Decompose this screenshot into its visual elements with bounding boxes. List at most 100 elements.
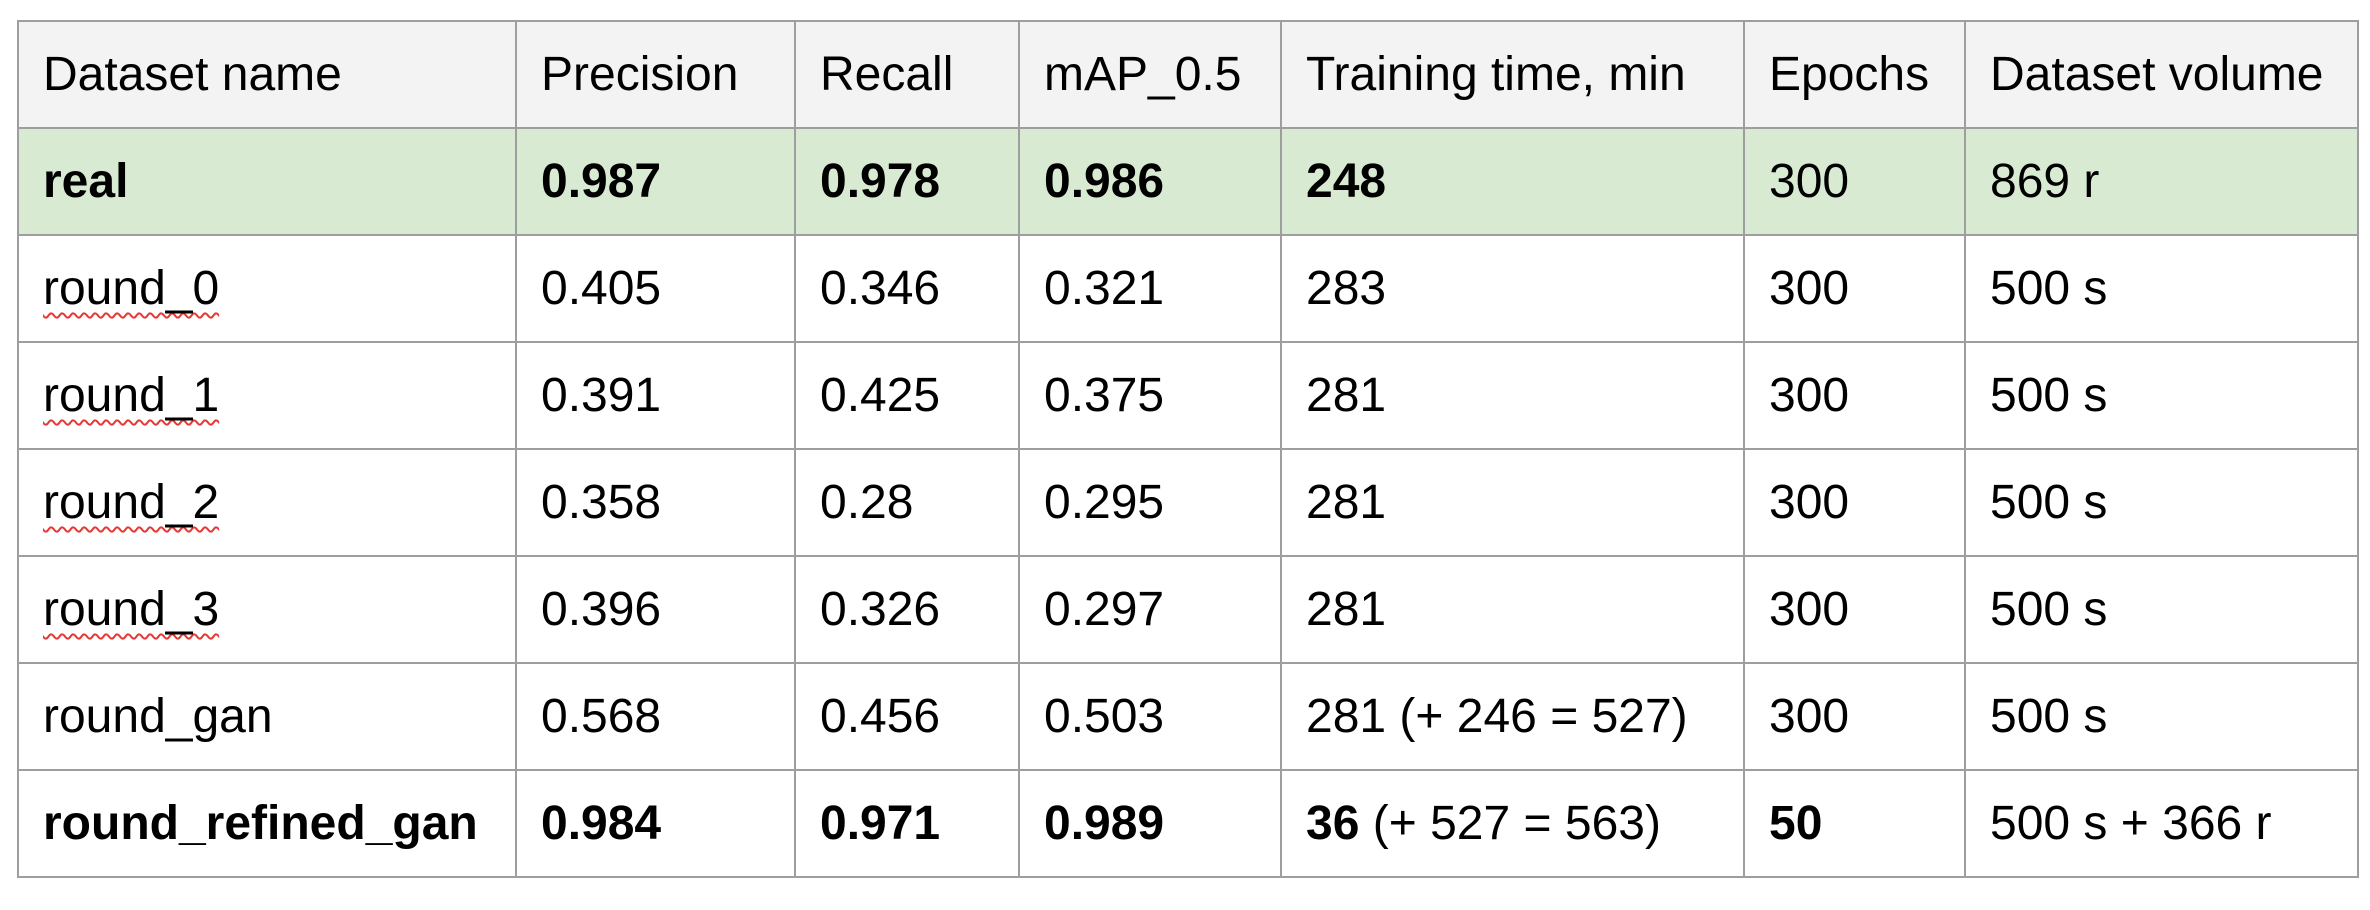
header-dataset-name: Dataset name [17, 20, 517, 129]
cell-dataset-name: real [17, 127, 517, 236]
dataset-name-text: real [43, 155, 129, 208]
cell-map: 0.986 [1018, 127, 1282, 236]
cell-dataset-name: round_refined_gan [17, 769, 517, 878]
cell-dataset-volume: 500 s + 366 r [1964, 769, 2359, 878]
dataset-name-text: round_2 [43, 476, 220, 529]
cell-precision: 0.391 [515, 341, 796, 450]
training-time-value: 281 [1306, 583, 1387, 636]
table-row: real 0.987 0.978 0.986 248 300 869 r [17, 127, 2359, 236]
cell-precision: 0.568 [515, 662, 796, 771]
recall-value: 0.978 [820, 155, 941, 208]
cell-recall: 0.978 [794, 127, 1020, 236]
cell-recall: 0.28 [794, 448, 1020, 557]
dataset-volume-value: 500 s [1990, 476, 2108, 529]
cell-precision: 0.984 [515, 769, 796, 878]
dataset-volume-value: 500 s [1990, 690, 2108, 743]
table-row: round_1 0.391 0.425 0.375 281 300 500 s [17, 341, 2359, 450]
map-value: 0.321 [1044, 262, 1165, 315]
map-value: 0.295 [1044, 476, 1165, 529]
cell-training-time: 281 [1280, 555, 1745, 664]
header-training-time: Training time, min [1280, 20, 1745, 129]
map-value: 0.986 [1044, 155, 1165, 208]
dataset-volume-value: 869 r [1990, 155, 2100, 208]
header-row: Dataset name Precision Recall mAP_0.5 Tr… [17, 20, 2359, 129]
recall-value: 0.28 [820, 476, 914, 529]
epochs-value: 300 [1769, 583, 1850, 636]
cell-training-time: 281 [1280, 448, 1745, 557]
dataset-name-text: round_3 [43, 583, 220, 636]
epochs-value: 300 [1769, 476, 1850, 529]
precision-value: 0.568 [541, 690, 662, 743]
map-value: 0.375 [1044, 369, 1165, 422]
epochs-value: 300 [1769, 369, 1850, 422]
epochs-value: 300 [1769, 690, 1850, 743]
dataset-volume-value: 500 s [1990, 583, 2108, 636]
training-time-value: 281 [1306, 476, 1387, 529]
cell-dataset-volume: 500 s [1964, 341, 2359, 450]
cell-training-time: 248 [1280, 127, 1745, 236]
header-dataset-volume: Dataset volume [1964, 20, 2359, 129]
cell-dataset-name: round_gan [17, 662, 517, 771]
cell-precision: 0.405 [515, 234, 796, 343]
cell-recall: 0.425 [794, 341, 1020, 450]
dataset-name-text: round_refined_gan [43, 797, 478, 850]
precision-value: 0.984 [541, 797, 662, 850]
training-time-value: 248 [1306, 155, 1387, 208]
cell-precision: 0.358 [515, 448, 796, 557]
cell-epochs: 300 [1743, 555, 1966, 664]
training-time-value: 283 [1306, 262, 1387, 315]
cell-dataset-name: round_0 [17, 234, 517, 343]
cell-dataset-volume: 869 r [1964, 127, 2359, 236]
training-time-extra: (+ 527 = 563) [1359, 797, 1661, 850]
precision-value: 0.396 [541, 583, 662, 636]
epochs-value: 300 [1769, 262, 1850, 315]
map-value: 0.297 [1044, 583, 1165, 636]
cell-training-time: 283 [1280, 234, 1745, 343]
dataset-volume-value: 500 s [1990, 262, 2108, 315]
precision-value: 0.391 [541, 369, 662, 422]
map-value: 0.503 [1044, 690, 1165, 743]
precision-value: 0.358 [541, 476, 662, 529]
epochs-value: 300 [1769, 155, 1850, 208]
cell-dataset-volume: 500 s [1964, 448, 2359, 557]
table-row: round_2 0.358 0.28 0.295 281 300 500 s [17, 448, 2359, 557]
cell-recall: 0.456 [794, 662, 1020, 771]
dataset-name-text: round_1 [43, 369, 220, 422]
cell-epochs: 300 [1743, 234, 1966, 343]
cell-training-time: 281 [1280, 341, 1745, 450]
training-time-value: 281 [1306, 690, 1387, 743]
cell-map: 0.297 [1018, 555, 1282, 664]
recall-value: 0.971 [820, 797, 941, 850]
table-row: round_0 0.405 0.346 0.321 283 300 500 s [17, 234, 2359, 343]
header-epochs: Epochs [1743, 20, 1966, 129]
cell-training-time: 281 (+ 246 = 527) [1280, 662, 1745, 771]
cell-recall: 0.326 [794, 555, 1020, 664]
table-row: round_gan 0.568 0.456 0.503 281 (+ 246 =… [17, 662, 2359, 771]
map-value: 0.989 [1044, 797, 1165, 850]
cell-dataset-name: round_1 [17, 341, 517, 450]
training-time-value: 281 [1306, 369, 1387, 422]
header-map: mAP_0.5 [1018, 20, 1282, 129]
precision-value: 0.987 [541, 155, 662, 208]
training-time-extra: (+ 246 = 527) [1386, 690, 1688, 743]
cell-map: 0.321 [1018, 234, 1282, 343]
dataset-volume-value: 500 s [1990, 369, 2108, 422]
cell-dataset-volume: 500 s [1964, 662, 2359, 771]
dataset-volume-value: 500 s + 366 r [1990, 797, 2272, 850]
cell-epochs: 50 [1743, 769, 1966, 878]
cell-epochs: 300 [1743, 448, 1966, 557]
header-recall: Recall [794, 20, 1020, 129]
cell-map: 0.375 [1018, 341, 1282, 450]
precision-value: 0.405 [541, 262, 662, 315]
results-table: Dataset name Precision Recall mAP_0.5 Tr… [17, 20, 2359, 878]
cell-recall: 0.346 [794, 234, 1020, 343]
cell-precision: 0.987 [515, 127, 796, 236]
recall-value: 0.326 [820, 583, 941, 636]
cell-epochs: 300 [1743, 127, 1966, 236]
cell-recall: 0.971 [794, 769, 1020, 878]
cell-map: 0.295 [1018, 448, 1282, 557]
cell-precision: 0.396 [515, 555, 796, 664]
table-row: round_3 0.396 0.326 0.297 281 300 500 s [17, 555, 2359, 664]
recall-value: 0.346 [820, 262, 941, 315]
header-precision: Precision [515, 20, 796, 129]
